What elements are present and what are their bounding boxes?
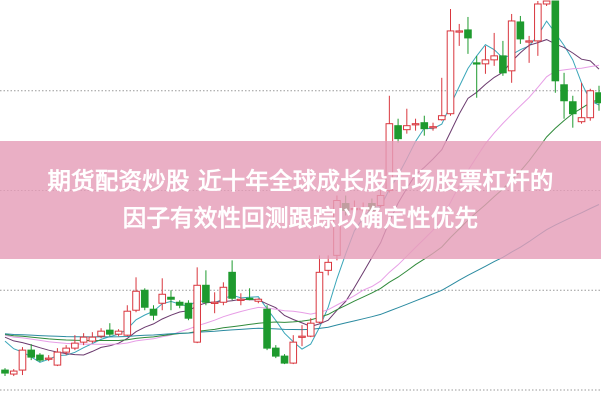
candle-up (9, 370, 18, 375)
candle-down (202, 284, 210, 303)
candle-down (271, 347, 280, 357)
candle-down (27, 349, 36, 358)
title-line-2: 因子有效性回测跟踪以确定性优先 (122, 204, 479, 232)
candle-up (114, 330, 123, 335)
candle-up (403, 125, 411, 131)
candle-up (193, 284, 201, 343)
candle-up (324, 261, 333, 271)
title-banner: 期货配资炒股 近十年全球成长股市场股票杠杆的 因子有效性回测跟踪以确定性优先 (0, 141, 601, 259)
candle-up (481, 59, 490, 65)
candle-up (534, 3, 542, 42)
candle-down (394, 125, 402, 140)
candle-down (595, 92, 601, 104)
candle-up (158, 293, 167, 304)
ma20-line (4, 64, 600, 345)
candle-up (306, 322, 315, 337)
candle-up (219, 286, 228, 303)
candle-up (79, 336, 88, 343)
candle-up (210, 301, 219, 304)
candle-down (420, 122, 429, 130)
candle-down (516, 21, 525, 40)
ma10-line (4, 39, 600, 356)
candle-down (36, 354, 44, 361)
candle-down (499, 55, 507, 74)
candle-up (429, 126, 437, 129)
candle-up (446, 30, 455, 115)
candle-down (106, 329, 114, 335)
candle-up (298, 335, 306, 338)
candle-up (53, 351, 62, 366)
title-line-1: 期货配资炒股 近十年全球成长股市场股票杠杆的 (47, 167, 554, 195)
candle-up (525, 40, 533, 43)
ma5-line (4, 20, 600, 363)
candle-down (464, 29, 472, 39)
candle-up (97, 330, 105, 337)
candle-up (507, 20, 516, 72)
candle-up (88, 336, 97, 342)
candle-down (472, 62, 481, 65)
candle-up (577, 117, 586, 123)
candle-up (18, 349, 27, 371)
candle-up (289, 341, 298, 364)
candle-up (542, 0, 551, 5)
candle-up (123, 310, 132, 336)
candle-up (62, 347, 70, 353)
candle-up (586, 90, 595, 119)
candle-up (237, 298, 245, 301)
candle-down (167, 296, 175, 300)
candle-down (560, 84, 568, 102)
candle-down (175, 301, 184, 306)
candle-up (411, 123, 420, 126)
candle-down (149, 308, 158, 316)
candle-up (437, 115, 446, 121)
candle-up (132, 290, 140, 311)
candle-down (280, 355, 289, 364)
candle-down (228, 271, 236, 299)
candle-down (140, 289, 149, 308)
candle-up (455, 30, 464, 33)
candle-up (71, 342, 79, 349)
candle-down (263, 308, 271, 349)
candle-up (254, 298, 263, 302)
candle-down (551, 0, 560, 82)
candle-down (245, 297, 254, 300)
candle-up (490, 55, 498, 61)
candle-up (44, 357, 53, 360)
candle-down (184, 302, 193, 319)
candle-up (315, 271, 324, 323)
candle-down (568, 101, 577, 115)
candle-down (1, 369, 9, 374)
